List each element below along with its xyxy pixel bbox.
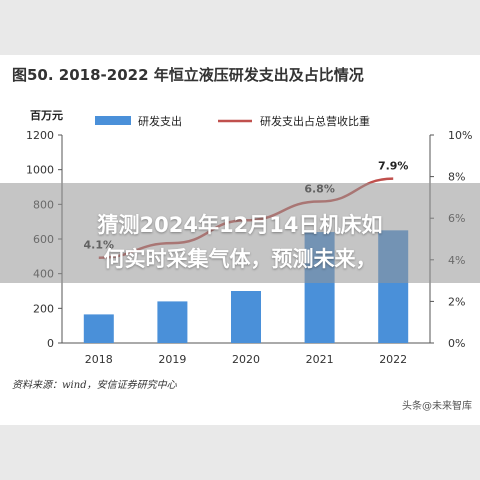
x-tick-label: 2018: [85, 353, 113, 366]
figure-title: 图50. 2018-2022 年恒立液压研发支出及占比情况: [12, 66, 364, 84]
legend-bar-label: 研发支出: [138, 114, 182, 128]
x-tick-label: 2022: [379, 353, 407, 366]
overlay-headline: 猜测2024年12月14日机床如 何实时采集气体，预测未来，: [0, 208, 480, 276]
source-note: 资料来源：wind，安信证券研究中心: [12, 380, 177, 391]
overlay-line-2: 何实时采集气体，预测未来，: [103, 247, 377, 271]
left-tick-label: 1000: [26, 164, 54, 177]
x-tick-label: 2020: [232, 353, 260, 366]
right-tick-label: 2%: [448, 295, 465, 308]
left-tick-label: 0: [47, 337, 54, 350]
watermark: 头条@未来智库: [402, 401, 472, 412]
unit-label: 百万元: [30, 109, 63, 122]
x-tick-label: 2021: [306, 353, 334, 366]
legend: 研发支出 研发支出占总营收比重: [95, 114, 370, 128]
legend-line-label: 研发支出占总营收比重: [260, 114, 370, 128]
left-tick-label: 1200: [26, 129, 54, 142]
left-tick-label: 200: [33, 302, 54, 315]
x-tick-label: 2019: [158, 353, 186, 366]
overlay-banner: [0, 183, 480, 283]
bar-2020: [231, 291, 261, 343]
right-tick-label: 0%: [448, 337, 465, 350]
legend-bar-swatch: [95, 116, 131, 125]
overlay-line-1: 猜测2024年12月14日机床如: [97, 213, 383, 237]
data-label-2022: 7.9%: [378, 160, 409, 173]
right-tick-label: 10%: [448, 129, 472, 142]
bar-2018: [83, 314, 114, 343]
right-tick-label: 8%: [448, 171, 465, 184]
bar-2019: [157, 301, 188, 343]
